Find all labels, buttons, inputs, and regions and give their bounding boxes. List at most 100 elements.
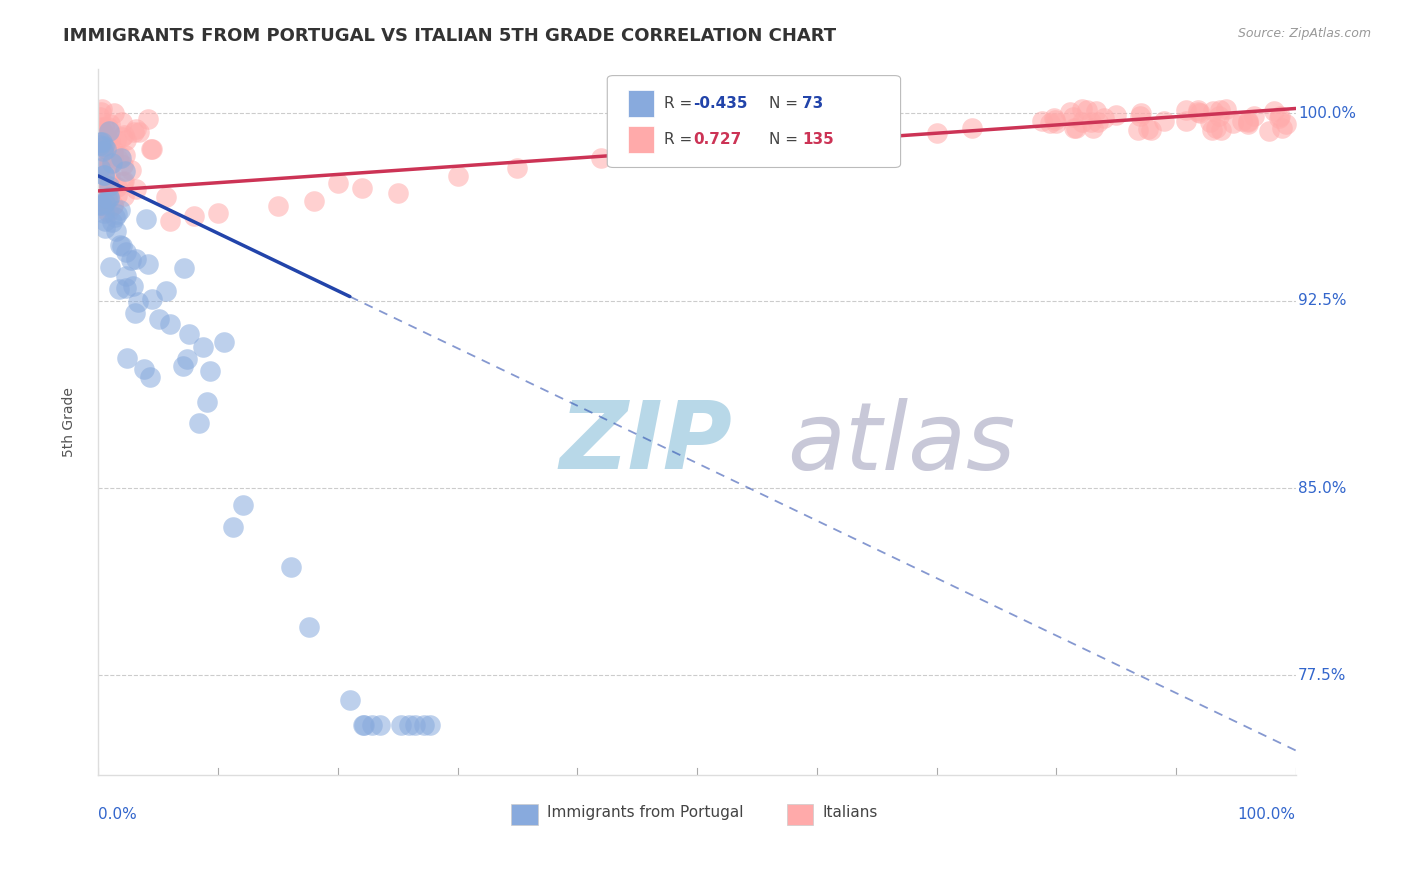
- Text: Source: ZipAtlas.com: Source: ZipAtlas.com: [1237, 27, 1371, 40]
- Point: [90, 152, 112, 166]
- Point: [101, 198, 124, 212]
- Point: [93, 169, 115, 183]
- Point: [1263, 103, 1285, 118]
- Point: [93, 195, 115, 210]
- Point: [1105, 108, 1128, 122]
- Point: [1129, 109, 1152, 123]
- Point: [89, 195, 111, 210]
- Point: [413, 718, 436, 732]
- Point: [114, 133, 136, 147]
- Point: [1237, 117, 1260, 131]
- Point: [1085, 104, 1108, 119]
- Point: [115, 281, 138, 295]
- Point: [125, 121, 148, 136]
- Point: [98, 260, 121, 274]
- Point: [1237, 113, 1260, 128]
- Text: -0.435: -0.435: [693, 96, 748, 112]
- Point: [1209, 103, 1232, 118]
- Point: [90, 184, 112, 198]
- Point: [389, 718, 412, 732]
- Point: [111, 157, 134, 171]
- Point: [89, 197, 111, 211]
- Point: [176, 351, 198, 366]
- Point: [98, 178, 121, 193]
- Point: [105, 133, 128, 147]
- Text: 92.5%: 92.5%: [1298, 293, 1347, 309]
- Point: [110, 151, 132, 165]
- Point: [1236, 114, 1258, 128]
- Point: [98, 117, 121, 131]
- Text: IMMIGRANTS FROM PORTUGAL VS ITALIAN 5TH GRADE CORRELATION CHART: IMMIGRANTS FROM PORTUGAL VS ITALIAN 5TH …: [63, 27, 837, 45]
- Point: [1139, 123, 1161, 137]
- Point: [97, 151, 120, 165]
- Point: [101, 215, 124, 229]
- Point: [1215, 102, 1237, 116]
- Point: [107, 153, 129, 167]
- Point: [91, 182, 114, 196]
- Point: [114, 245, 136, 260]
- Text: 100.0%: 100.0%: [1237, 807, 1296, 822]
- Point: [404, 718, 426, 732]
- Point: [446, 169, 468, 183]
- Point: [103, 106, 125, 120]
- Point: [111, 238, 134, 252]
- Point: [302, 194, 325, 208]
- Point: [352, 718, 374, 732]
- Point: [98, 191, 121, 205]
- Point: [93, 213, 115, 227]
- Point: [105, 188, 128, 202]
- Point: [1043, 112, 1066, 127]
- Point: [1199, 114, 1222, 128]
- Point: [125, 182, 148, 196]
- Text: atlas: atlas: [787, 398, 1015, 489]
- Point: [198, 364, 221, 378]
- Point: [111, 130, 134, 145]
- Point: [108, 149, 131, 163]
- Point: [1187, 103, 1209, 117]
- Point: [159, 214, 181, 228]
- Point: [114, 164, 136, 178]
- Point: [91, 186, 114, 200]
- Point: [212, 334, 235, 349]
- Point: [1130, 106, 1153, 120]
- Point: [141, 292, 163, 306]
- Point: [89, 137, 111, 152]
- Point: [96, 191, 118, 205]
- Point: [94, 136, 117, 151]
- Point: [122, 125, 145, 139]
- Point: [91, 142, 114, 156]
- Point: [89, 161, 111, 175]
- Point: [280, 560, 302, 574]
- Text: Immigrants from Portugal: Immigrants from Portugal: [547, 805, 744, 820]
- Point: [326, 177, 349, 191]
- Point: [183, 209, 205, 223]
- Point: [370, 718, 392, 732]
- Point: [141, 142, 163, 156]
- Point: [91, 102, 114, 116]
- Point: [90, 123, 112, 137]
- Point: [101, 198, 124, 212]
- Text: 0.0%: 0.0%: [98, 807, 138, 822]
- Text: R =: R =: [664, 96, 696, 112]
- Point: [1268, 111, 1291, 125]
- Point: [90, 135, 112, 149]
- Point: [97, 123, 120, 137]
- Point: [97, 120, 120, 134]
- Point: [1153, 113, 1175, 128]
- Point: [267, 199, 290, 213]
- Point: [155, 285, 177, 299]
- Point: [89, 198, 111, 212]
- Point: [1092, 112, 1115, 126]
- Point: [1062, 110, 1084, 124]
- Point: [1039, 116, 1062, 130]
- Point: [1243, 109, 1265, 123]
- Point: [115, 351, 138, 366]
- Point: [591, 152, 613, 166]
- Point: [89, 179, 111, 194]
- Point: [297, 620, 319, 634]
- Point: [89, 110, 111, 124]
- Point: [134, 361, 156, 376]
- Text: 77.5%: 77.5%: [1298, 668, 1347, 683]
- Point: [124, 306, 146, 320]
- Point: [1205, 121, 1227, 136]
